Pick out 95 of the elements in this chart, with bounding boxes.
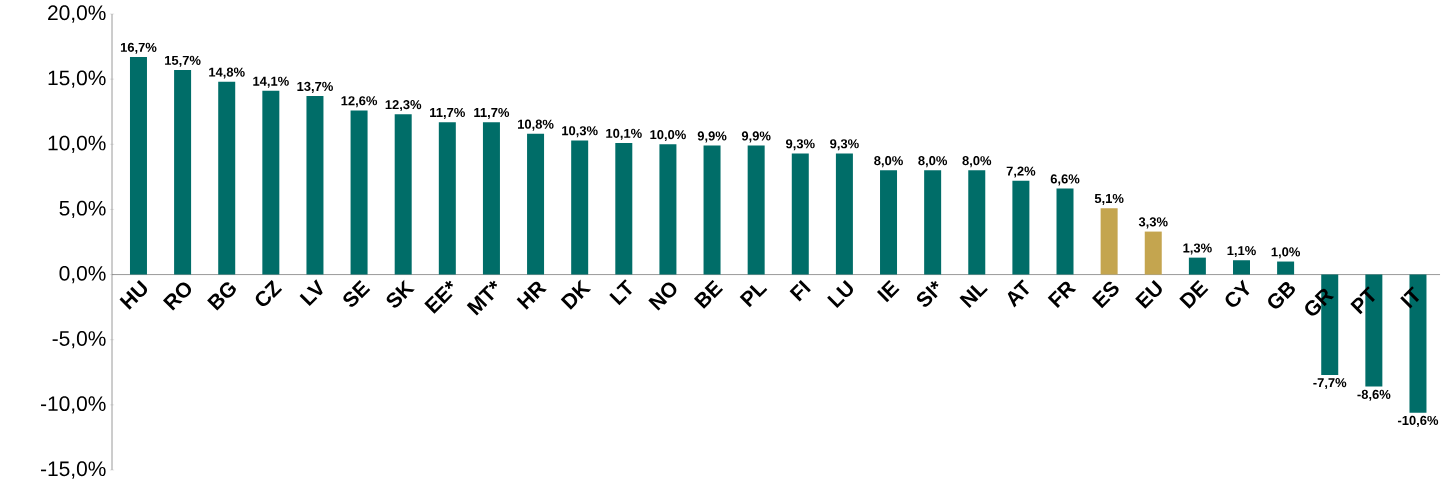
x-tick-label: DE: [1179, 279, 1209, 309]
data-label: 10,1%: [606, 128, 642, 140]
data-label: 14,8%: [209, 67, 245, 79]
x-tick-label: GR: [1305, 288, 1335, 316]
bar: [1232, 260, 1250, 275]
y-tick-label: -5,0%: [52, 331, 106, 349]
y-tick-label: 0,0%: [59, 265, 106, 284]
y-tick-label: 5,0%: [59, 200, 106, 219]
data-label: 12,3%: [385, 100, 422, 112]
bar: [306, 96, 324, 275]
data-label: -10,6%: [1397, 415, 1439, 427]
x-tick-label: EU: [1135, 279, 1162, 309]
data-label: 9,3%: [785, 139, 815, 151]
x-tick-label: NO: [648, 282, 677, 311]
y-tick-label: 10,0%: [48, 135, 106, 153]
x-tick-label: EE*: [424, 280, 453, 314]
x-tick-label: NL: [959, 285, 988, 308]
x-tick-label: MT*: [466, 280, 498, 316]
x-tick-label: IT: [1400, 286, 1420, 309]
x-tick-label: LV: [299, 279, 323, 307]
data-label: 11,7%: [474, 107, 510, 119]
data-label: 1,3%: [1183, 243, 1212, 255]
x-tick-label: AT: [1007, 279, 1030, 308]
bar: [1277, 261, 1295, 275]
data-label: 10,8%: [518, 119, 554, 131]
bar: [835, 153, 853, 275]
y-tick-label: 20,0%: [48, 5, 106, 23]
data-label: 6,6%: [1050, 174, 1080, 186]
data-label: 9,9%: [697, 131, 727, 143]
bar: [262, 90, 280, 275]
bar: [747, 145, 765, 275]
x-tick-label: GB: [1268, 282, 1295, 309]
data-label: 1,0%: [1271, 247, 1301, 259]
bar: [482, 122, 500, 275]
data-label: 9,9%: [741, 131, 771, 143]
x-tick-label: BE: [693, 279, 724, 309]
data-label: 7,2%: [1006, 166, 1036, 178]
x-tick-label: FI: [789, 280, 811, 302]
x-tick-label: DK: [560, 279, 592, 310]
x-tick-label: CZ: [255, 279, 283, 306]
data-label: 14,1%: [253, 76, 289, 88]
bar: [1012, 180, 1030, 275]
bar: [1056, 188, 1074, 275]
data-label: 11,7%: [430, 107, 465, 119]
bar: [527, 133, 545, 275]
x-tick-label: CY: [1225, 279, 1250, 307]
x-tick-label: BG: [207, 282, 236, 311]
x-tick-label: SK: [386, 279, 415, 308]
data-label: 1,1%: [1227, 246, 1256, 258]
bar: [703, 145, 721, 275]
x-tick-label: RO: [162, 282, 192, 311]
data-label: 13,7%: [297, 81, 333, 93]
x-tick-label: SI*: [916, 280, 939, 307]
x-tick-label: FR: [1047, 281, 1077, 308]
data-label: 8,0%: [962, 156, 992, 168]
bar: [924, 170, 942, 275]
x-tick-label: PL: [739, 285, 768, 308]
data-label: 8,0%: [918, 156, 948, 168]
bar: [968, 170, 986, 275]
data-label: 15,7%: [165, 55, 201, 67]
bar: [174, 70, 192, 275]
bar: [218, 81, 236, 275]
bar: [615, 142, 633, 275]
y-tick-label: 15,0%: [48, 70, 106, 88]
x-tick-label: HU: [119, 280, 148, 310]
bar: [791, 153, 809, 275]
bar: [659, 144, 677, 275]
data-label: 16,7%: [120, 42, 157, 54]
x-tick-label: LU: [827, 279, 853, 308]
x-tick-label: ES: [1091, 281, 1119, 309]
data-label: -8,6%: [1357, 389, 1391, 401]
data-label: 5,1%: [1094, 193, 1124, 205]
bar: [1100, 208, 1118, 275]
data-label: 9,3%: [830, 139, 859, 151]
data-label: 8,0%: [874, 156, 903, 168]
bar: [129, 56, 147, 275]
x-tick-label: SE: [343, 280, 371, 307]
data-label: 10,0%: [650, 130, 686, 142]
data-label: 10,3%: [562, 126, 598, 138]
data-label: 3,3%: [1138, 217, 1168, 229]
data-label: 12,6%: [341, 96, 378, 108]
bar: [571, 140, 589, 275]
x-tick-label: IE: [876, 279, 900, 303]
x-tick-label: LT: [609, 279, 632, 306]
bar: [350, 110, 368, 275]
bar: [1144, 231, 1162, 275]
bar: [880, 170, 898, 275]
y-tick-label: -15,0%: [40, 461, 106, 479]
x-tick-label: PT: [1350, 286, 1375, 315]
bar: [438, 122, 456, 275]
bar: [394, 114, 412, 275]
data-label: -7,7%: [1313, 378, 1347, 390]
bar: [1188, 257, 1206, 275]
y-tick-label: -10,0%: [40, 396, 106, 414]
x-tick-label: HR: [516, 281, 547, 310]
